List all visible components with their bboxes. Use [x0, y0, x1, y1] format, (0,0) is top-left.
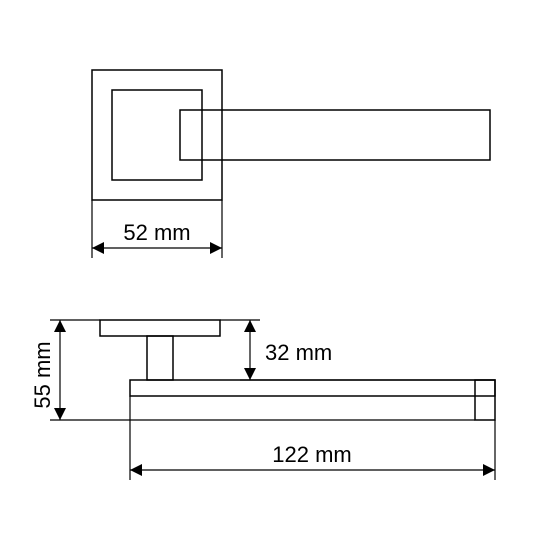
- dimension-122mm-label: 122 mm: [272, 442, 351, 467]
- side-neck: [147, 336, 173, 380]
- side-lever-drop: [475, 380, 495, 420]
- dimension-122mm: [130, 396, 495, 480]
- dimension-52mm-label: 52 mm: [123, 220, 190, 245]
- side-lever-top: [130, 380, 495, 396]
- side-view: [100, 320, 495, 420]
- dimension-55mm: [50, 320, 475, 420]
- dimension-55mm-label: 55 mm: [30, 341, 55, 408]
- top-view: [92, 70, 490, 200]
- dimension-32mm-label: 32 mm: [265, 340, 332, 365]
- dimension-32mm: [220, 320, 495, 380]
- rosette-inner: [112, 90, 202, 180]
- side-plate: [100, 320, 220, 336]
- technical-drawing: 52 mm 55 mm 32 mm 122 mm: [0, 0, 551, 551]
- lever-top: [180, 110, 490, 160]
